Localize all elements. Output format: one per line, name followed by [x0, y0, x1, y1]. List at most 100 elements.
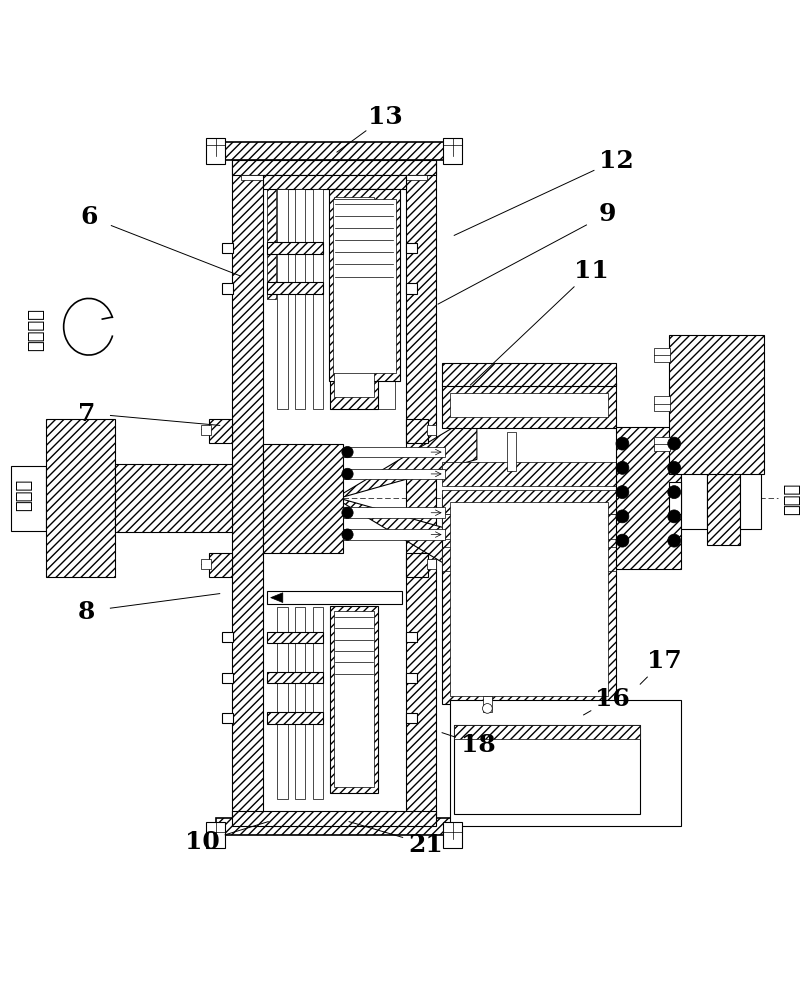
Bar — [668, 483, 680, 514]
Text: 旋转方向: 旋转方向 — [27, 307, 45, 350]
Bar — [222, 283, 234, 294]
Bar — [222, 633, 234, 642]
Bar — [206, 822, 225, 847]
Bar — [277, 607, 287, 800]
Bar — [201, 559, 211, 569]
Bar — [454, 725, 640, 814]
Bar — [263, 175, 406, 189]
Bar — [454, 725, 640, 740]
Bar — [442, 495, 616, 705]
Bar — [201, 425, 211, 436]
Circle shape — [667, 462, 680, 475]
Bar — [46, 420, 114, 577]
Bar — [267, 283, 323, 295]
Text: 10: 10 — [184, 830, 219, 854]
Bar — [328, 189, 399, 381]
Bar — [442, 364, 616, 386]
Circle shape — [341, 529, 353, 540]
Bar — [267, 591, 401, 604]
Bar — [333, 197, 374, 398]
Bar — [427, 425, 436, 436]
Circle shape — [341, 447, 353, 458]
Circle shape — [616, 462, 629, 475]
Bar — [406, 283, 417, 294]
Circle shape — [341, 469, 353, 480]
Circle shape — [616, 486, 629, 498]
Bar — [442, 463, 616, 487]
Circle shape — [616, 438, 629, 451]
Bar — [442, 384, 616, 428]
Circle shape — [483, 704, 492, 714]
Text: 16: 16 — [594, 687, 629, 711]
Text: 11: 11 — [574, 258, 609, 282]
Bar — [668, 335, 763, 475]
Circle shape — [616, 510, 629, 523]
Bar — [443, 139, 462, 165]
Polygon shape — [341, 414, 477, 498]
Text: 8: 8 — [78, 599, 95, 624]
Bar — [267, 672, 323, 684]
Bar — [114, 465, 232, 532]
Bar — [11, 467, 46, 530]
Bar — [333, 611, 374, 787]
Bar — [442, 514, 616, 539]
Bar — [333, 199, 395, 373]
Circle shape — [616, 534, 629, 547]
Circle shape — [667, 486, 680, 498]
Bar — [343, 507, 444, 518]
Text: 13: 13 — [368, 105, 402, 129]
Bar — [406, 243, 417, 253]
Bar — [267, 242, 323, 254]
Bar — [329, 606, 378, 794]
Bar — [406, 553, 428, 577]
Bar — [216, 143, 453, 161]
Bar — [616, 428, 680, 569]
Circle shape — [667, 438, 680, 451]
Bar — [450, 394, 607, 418]
Bar — [222, 714, 234, 723]
Bar — [312, 607, 323, 800]
Bar — [209, 420, 232, 444]
Bar — [680, 468, 706, 529]
Bar — [654, 397, 670, 411]
Bar — [209, 553, 232, 577]
Bar — [483, 697, 492, 713]
Text: 6: 6 — [80, 205, 97, 229]
Bar — [343, 529, 444, 540]
Bar — [406, 420, 428, 444]
Bar — [232, 812, 436, 826]
Bar — [206, 139, 225, 165]
Bar — [450, 502, 607, 697]
Bar — [294, 607, 305, 800]
Bar — [263, 444, 343, 553]
Bar — [222, 243, 234, 253]
Bar — [330, 189, 395, 410]
Bar — [443, 822, 462, 847]
Bar — [267, 632, 323, 643]
Bar — [427, 559, 436, 569]
Text: 输入侧: 输入侧 — [15, 479, 33, 510]
Bar — [654, 437, 670, 452]
Text: 9: 9 — [599, 202, 616, 226]
Bar — [241, 175, 427, 180]
Bar — [406, 633, 417, 642]
Bar — [216, 818, 453, 835]
Bar — [740, 468, 760, 529]
Bar — [706, 452, 740, 545]
Bar — [343, 448, 444, 458]
Bar — [267, 189, 277, 300]
Bar — [406, 673, 417, 683]
Bar — [654, 348, 670, 363]
Bar — [507, 433, 517, 471]
Bar — [329, 189, 378, 410]
Bar — [442, 547, 616, 571]
Bar — [232, 161, 436, 175]
Polygon shape — [271, 593, 283, 603]
Circle shape — [341, 507, 353, 518]
Circle shape — [667, 510, 680, 523]
Bar — [343, 469, 444, 480]
Text: 7: 7 — [78, 402, 95, 426]
Text: 21: 21 — [409, 832, 443, 856]
Text: 17: 17 — [646, 648, 681, 672]
Bar — [442, 491, 616, 514]
